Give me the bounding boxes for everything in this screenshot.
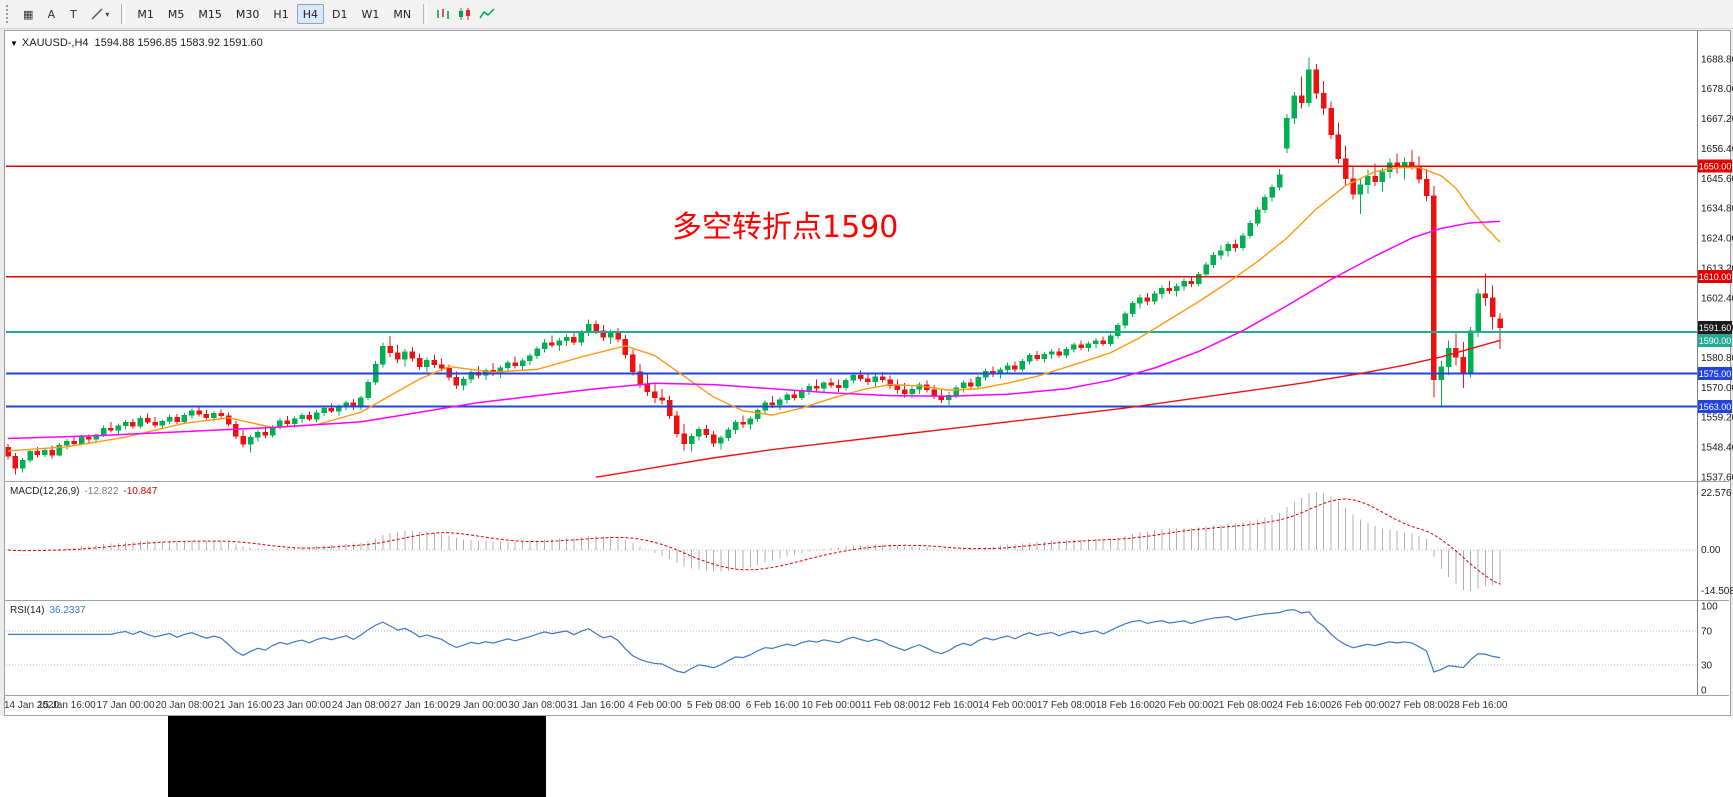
chevron-down-icon: ▾ xyxy=(105,9,110,19)
chart-caption: ▼ XAUUSD-,H4 1594.88 1596.85 1583.92 1591.… xyxy=(10,37,263,49)
rsi-name: RSI(14) xyxy=(10,605,45,616)
bar-chart-icon[interactable] xyxy=(433,4,453,24)
toolbar-drag-handle[interactable] xyxy=(6,5,13,23)
expand-arrow-icon[interactable]: ▼ xyxy=(10,39,18,48)
bottom-strip xyxy=(0,716,1733,797)
macd-name: MACD(12,26,9) xyxy=(10,486,80,497)
line-studies-button[interactable]: ▾ xyxy=(85,4,115,24)
candlestick-chart-icon[interactable] xyxy=(455,4,475,24)
timeframe-button-group: M1 M5 M15 M30 H1 H4 D1 W1 MN xyxy=(130,4,418,24)
top-toolbar: ▦ A T ▾ M1 M5 M15 M30 H1 H4 D1 W1 MN xyxy=(0,0,1733,29)
tf-button-h4[interactable]: H4 xyxy=(296,4,324,24)
tf-button-w1[interactable]: W1 xyxy=(355,4,385,24)
tf-button-m1[interactable]: M1 xyxy=(131,4,160,24)
ohlc-values: 1594.88 1596.85 1583.92 1591.60 xyxy=(94,37,263,49)
tf-button-d1[interactable]: D1 xyxy=(326,4,353,24)
macd-main-value: -12.822 xyxy=(84,486,119,497)
tf-button-h1[interactable]: H1 xyxy=(267,4,294,24)
grid-icon[interactable]: ▦ xyxy=(17,4,39,24)
bottom-black-bar xyxy=(168,716,546,797)
macd-panel-label: MACD(12,26,9) -12.822 -10.847 xyxy=(10,486,157,497)
trendline-icon xyxy=(91,8,103,20)
tf-button-m15[interactable]: M15 xyxy=(192,4,228,24)
type-tool-button[interactable]: T xyxy=(63,4,83,24)
symbol-period-label: XAUUSD-,H4 xyxy=(21,37,89,49)
rsi-value: 36.2337 xyxy=(49,605,86,616)
rsi-panel-label: RSI(14) 36.2337 xyxy=(10,605,86,616)
macd-signal-value: -10.847 xyxy=(123,486,158,497)
tf-button-m30[interactable]: M30 xyxy=(230,4,266,24)
tf-button-mn[interactable]: MN xyxy=(387,4,417,24)
line-chart-icon[interactable] xyxy=(477,4,497,24)
toolbar-separator xyxy=(121,4,126,24)
toolbar-separator xyxy=(423,4,428,24)
chart-window[interactable] xyxy=(4,30,1731,716)
chart-annotation-text: 多空转折点1590 xyxy=(672,210,899,245)
tf-button-m5[interactable]: M5 xyxy=(162,4,191,24)
annotate-text-button[interactable]: A xyxy=(41,4,61,24)
